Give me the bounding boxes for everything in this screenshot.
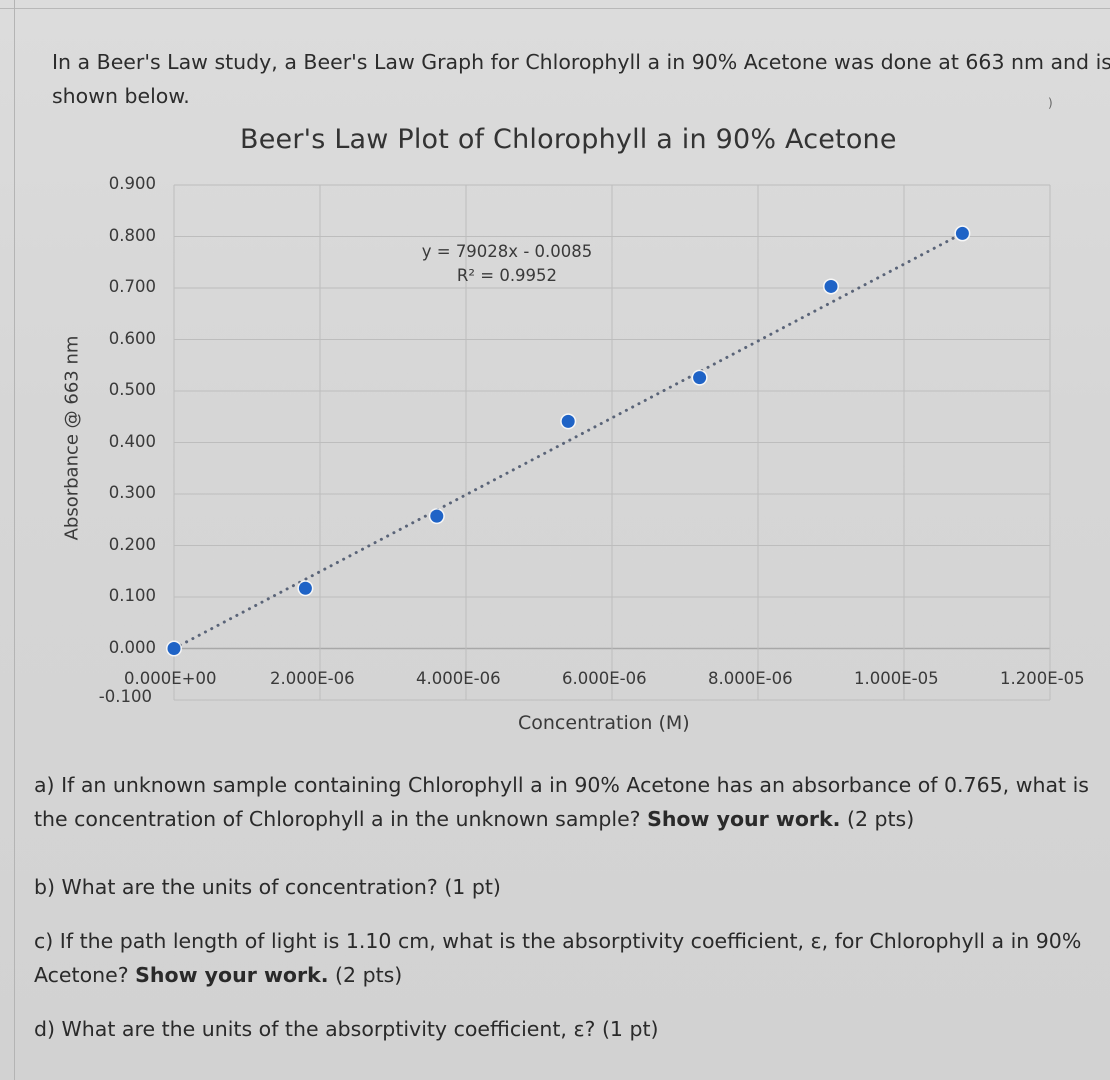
question-c: c) If the path length of light is 1.10 c… <box>34 924 1104 992</box>
beers-law-chart: Beer's Law Plot of Chlorophyll a in 90% … <box>0 110 1110 750</box>
y-tick-label: 0.300 <box>108 483 156 502</box>
data-point-marker <box>561 414 575 428</box>
questions-section: a) If an unknown sample containing Chlor… <box>34 768 1104 1046</box>
question-a-text: a) If an unknown sample containing Chlor… <box>34 773 1089 831</box>
data-point-marker <box>167 642 181 655</box>
x-axis-title: Concentration (M) <box>518 712 690 734</box>
intro-paragraph: In a Beer's Law study, a Beer's Law Grap… <box>52 49 1110 108</box>
y-tick-label: 0.600 <box>108 328 156 348</box>
stray-mark: ) <box>1048 96 1053 110</box>
chart-title: Beer's Law Plot of Chlorophyll a in 90% … <box>240 124 897 155</box>
y-tick-label: 0.700 <box>108 277 156 296</box>
question-b-points: (1 pt) <box>444 875 501 899</box>
data-point-marker <box>955 226 969 240</box>
x-tick-label: 6.000E-06 <box>562 668 647 688</box>
question-b: b) What are the units of concentration? … <box>34 870 1104 904</box>
x-tick-label: 1.000E-05 <box>854 668 939 688</box>
question-c-text: c) If the path length of light is 1.10 c… <box>34 929 1082 987</box>
question-c-points: (2 pts) <box>328 963 403 987</box>
y-axis-title: Absorbance @ 663 nm <box>61 335 83 541</box>
data-point-marker <box>824 279 838 293</box>
question-c-bold: Show your work. <box>135 963 329 987</box>
equation-text: y = 79028x - 0.0085 <box>421 242 593 261</box>
x-tick-label: 1.200E-05 <box>1000 668 1085 688</box>
data-point-marker <box>298 581 312 595</box>
chart-plot-area <box>166 184 1051 701</box>
page-edge-top <box>0 8 1110 9</box>
y-tick-label: 0.800 <box>108 225 156 245</box>
question-d: d) What are the units of the absorptivit… <box>34 1012 1104 1046</box>
page-edge-left <box>14 0 15 1080</box>
x-tick-label: 8.000E-06 <box>708 668 793 688</box>
x-tick-label: 0.000E+00 <box>124 668 217 688</box>
y-tick-label: 0.400 <box>108 431 156 451</box>
x-tick-label: 2.000E-06 <box>270 668 355 688</box>
y-tick-label: 0.100 <box>108 586 156 605</box>
question-b-text: b) What are the units of concentration? <box>34 875 445 899</box>
question-d-text: d) What are the units of the absorptivit… <box>34 1017 602 1041</box>
trendline <box>172 231 964 650</box>
question-d-points: (1 pt) <box>601 1017 659 1041</box>
question-a-points: (2 pts) <box>840 807 915 831</box>
y-tick-label: 0.200 <box>108 534 156 554</box>
question-a-bold: Show your work. <box>647 807 841 831</box>
y-tick-label: 0.900 <box>108 174 156 193</box>
x-tick-label: 4.000E-06 <box>416 668 501 688</box>
trendline-equation: y = 79028x - 0.0085 R² = 0.9952 <box>412 240 602 288</box>
y-tick-label: -0.100 <box>98 687 152 706</box>
data-point-marker <box>430 509 444 523</box>
y-tick-label: 0.500 <box>108 380 156 399</box>
y-tick-label: 0.000 <box>108 637 156 657</box>
question-a: a) If an unknown sample containing Chlor… <box>34 768 1104 836</box>
data-point-marker <box>693 371 707 385</box>
r-squared-text: R² = 0.9952 <box>456 266 558 285</box>
